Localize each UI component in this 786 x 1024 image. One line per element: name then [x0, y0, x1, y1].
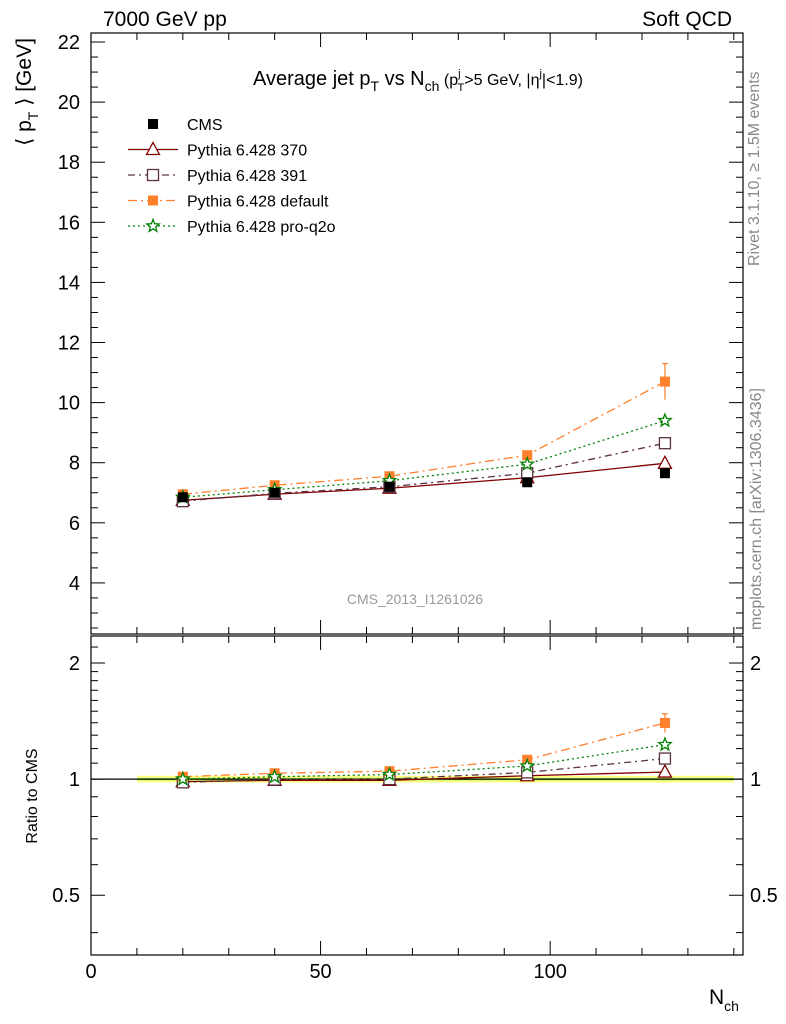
legend-label: Pythia 6.428 default: [187, 194, 329, 211]
data-point: [522, 450, 533, 461]
ratio-y-tick-label-right: 1: [750, 769, 761, 791]
ratio-y-axis-label: Ratio to CMS: [24, 748, 41, 843]
y-tick-label: 12: [58, 333, 80, 355]
legend-entry-pythia-6-428-370: Pythia 6.428 370: [128, 141, 307, 160]
y-tick-label: 4: [69, 573, 80, 595]
y-tick-label: 10: [58, 393, 80, 415]
ratio-data-point: [381, 766, 398, 782]
x-axis-label: Nch: [709, 986, 739, 1014]
legend-marker: [145, 141, 161, 156]
data-point: [657, 412, 673, 428]
ratio-data-point: [266, 768, 283, 784]
y-tick-label: 14: [58, 272, 80, 294]
ratio-y-tick-label: 1: [69, 769, 80, 791]
legend-entry-cms: CMS: [148, 117, 223, 134]
legend-label: Pythia 6.428 391: [187, 168, 307, 185]
legend-marker: [148, 195, 158, 206]
series-line: [182, 420, 666, 498]
legend-entry-pythia-6-428-391: Pythia 6.428 391: [128, 168, 307, 185]
series-cms: [177, 468, 670, 503]
data-point: [269, 487, 280, 498]
data-point: [519, 455, 536, 471]
header-left-label: 7000 GeV pp: [103, 8, 227, 31]
ratio-data-point: [657, 736, 673, 752]
main-panel-frame: [90, 32, 744, 635]
y-axis-label: ⟨ pT ⟩ [GeV]: [13, 38, 41, 146]
ratio-data-point: [519, 757, 536, 773]
ratio-data-point: [657, 763, 673, 778]
legend-label: CMS: [187, 117, 223, 134]
y-tick-label: 6: [69, 513, 80, 535]
rivet-version-label: Rivet 3.1.10, ≥ 1.5M events: [746, 71, 763, 266]
ratio-panel-frame: [90, 635, 744, 956]
legend-marker: [148, 119, 158, 129]
data-point: [659, 376, 670, 387]
header-right-label: Soft QCD: [642, 8, 732, 31]
analysis-watermark: CMS_2013_I1261026: [347, 591, 483, 607]
series-pythia-6-428-pro-q2o: [174, 412, 673, 786]
y-tick-label: 20: [58, 92, 80, 114]
legend-entry-pythia-6-428-default: Pythia 6.428 default: [128, 194, 329, 211]
data-point: [177, 492, 188, 503]
legend-marker: [146, 168, 160, 182]
legend-entry-pythia-6-428-pro-q2o: Pythia 6.428 pro-q2o: [128, 217, 336, 236]
series-line: [182, 381, 666, 495]
ratio-series-line: [182, 722, 666, 778]
ratio-y-tick-label-right: 0.5: [750, 885, 778, 907]
ratio-data-point: [174, 770, 191, 786]
y-tick-label: 16: [58, 212, 80, 234]
y-tick-label: 22: [58, 32, 80, 54]
legend-marker: [145, 217, 161, 233]
data-point: [522, 477, 533, 488]
data-point: [384, 481, 395, 492]
data-point: [659, 468, 670, 479]
x-tick-label: 50: [309, 961, 331, 983]
legend-label: Pythia 6.428 pro-q2o: [187, 219, 336, 236]
legend-label: Pythia 6.428 370: [187, 143, 307, 160]
y-tick-label: 8: [69, 453, 80, 475]
ratio-y-tick-label-right: 2: [750, 653, 761, 675]
ratio-data-point: [658, 752, 672, 765]
x-tick-label: 100: [533, 961, 566, 983]
data-point: [658, 437, 672, 450]
x-tick-label: 0: [85, 961, 96, 983]
mcplots-reference-label: mcplots.cern.ch [arXiv:1306.3436]: [748, 388, 765, 630]
chart-title: Average jet pT vs Nch (pj T>5 GeV, |ηj|<1…: [253, 68, 583, 94]
y-tick-label: 18: [58, 152, 80, 174]
ratio-y-tick-label: 0.5: [52, 885, 80, 907]
ratio-data-point: [659, 717, 670, 728]
ratio-y-tick-label: 2: [69, 653, 80, 675]
